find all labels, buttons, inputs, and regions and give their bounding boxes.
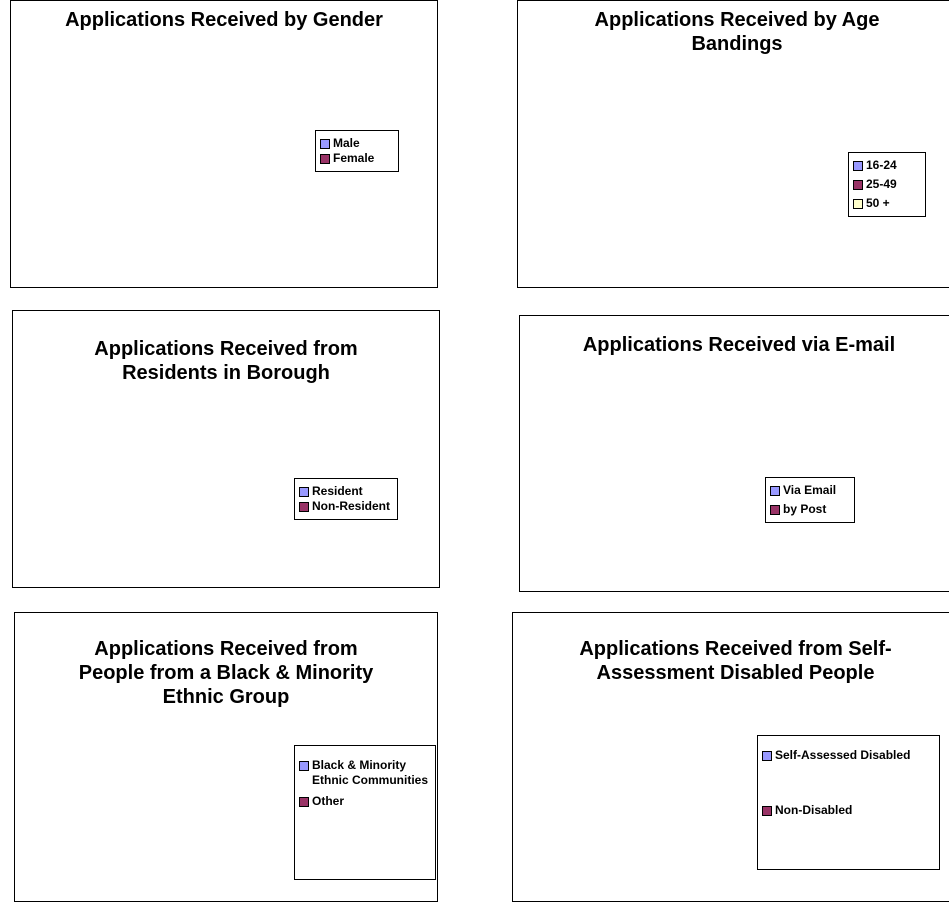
legend: Male Female — [315, 130, 399, 172]
legend-swatch — [762, 751, 772, 761]
chart-title: Applications Received from Residents in … — [94, 338, 358, 384]
legend-swatch — [853, 161, 863, 171]
legend-swatch — [853, 199, 863, 209]
legend: 16-24 25-49 50 + — [848, 152, 926, 217]
legend-item: Male — [320, 136, 394, 151]
legend-label: Non-Disabled — [775, 803, 853, 817]
chart-title: Applications Received from People from a… — [78, 638, 374, 708]
legend-item: Non-Disabled — [762, 803, 935, 818]
legend-label: 25-49 — [866, 177, 897, 191]
legend-item: 16-24 — [853, 158, 921, 173]
chart-title: Applications Received by Gender — [65, 9, 383, 31]
legend-swatch — [299, 797, 309, 807]
legend-label: Other — [312, 794, 345, 808]
legend-label: Self-Assessed Disabled — [775, 748, 911, 762]
chart-title: Applications Received from Self-Assessme… — [579, 638, 892, 684]
chart-title: Applications Received via E-mail — [582, 334, 896, 356]
legend-label: Resident — [312, 484, 363, 498]
legend-label: Via Email — [783, 483, 837, 497]
legend-item: 25-49 — [853, 177, 921, 192]
legend-item: Black & Minority Ethnic Communities — [299, 758, 431, 788]
legend-swatch — [299, 487, 309, 497]
chart-frame — [519, 315, 949, 592]
legend: Resident Non-Resident — [294, 478, 398, 520]
legend-swatch — [853, 180, 863, 190]
legend-label: 50 + — [866, 196, 890, 210]
legend-label: Female — [333, 151, 375, 165]
legend-swatch — [299, 761, 309, 771]
legend-item: Other — [299, 794, 431, 809]
legend: Self-Assessed Disabled Non-Disabled — [757, 735, 940, 870]
legend-item: Female — [320, 151, 394, 166]
legend-label: Non-Resident — [312, 499, 390, 513]
legend-label: by Post — [783, 502, 827, 516]
chart-frame — [12, 310, 440, 588]
legend-swatch — [770, 486, 780, 496]
legend: Via Email by Post — [765, 477, 855, 523]
legend-item: Via Email — [770, 483, 850, 498]
chart-title: Applications Received by Age Bandings — [594, 9, 880, 55]
legend: Black & Minority Ethnic Communities Other — [294, 745, 436, 880]
legend-label: 16-24 — [866, 158, 897, 172]
legend-item: Resident — [299, 484, 393, 499]
legend-swatch — [770, 505, 780, 515]
legend-item: by Post — [770, 502, 850, 517]
legend-label: Black & Minority Ethnic Communities — [312, 758, 429, 787]
legend-swatch — [299, 502, 309, 512]
legend-swatch — [762, 806, 772, 816]
legend-item: Non-Resident — [299, 499, 393, 514]
legend-label: Male — [333, 136, 360, 150]
legend-swatch — [320, 154, 330, 164]
legend-swatch — [320, 139, 330, 149]
legend-item: 50 + — [853, 196, 921, 211]
legend-item: Self-Assessed Disabled — [762, 748, 935, 763]
chart-frame — [517, 0, 949, 288]
